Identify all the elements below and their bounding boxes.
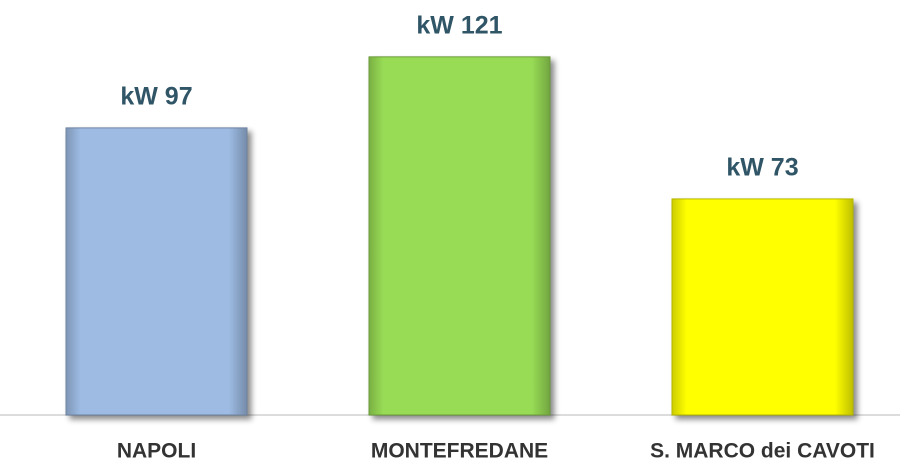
bar [671,198,854,416]
value-label: kW 73 [726,154,798,182]
bar [65,127,248,416]
value-label: kW 121 [416,11,502,39]
x-tick-label: NAPOLI [117,440,196,463]
value-label: kW 97 [120,82,192,110]
x-tick-label: MONTEFREDANE [371,440,548,463]
bar [368,56,551,416]
x-tick-label: S. MARCO dei CAVOTI [650,440,875,463]
